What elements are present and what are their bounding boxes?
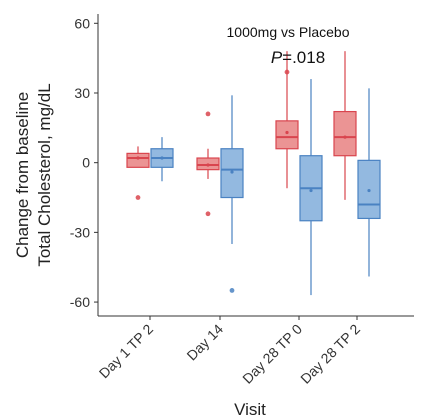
y-tick-label: -30 bbox=[70, 224, 90, 240]
y-tick-label: 0 bbox=[82, 155, 90, 171]
box-group bbox=[333, 51, 357, 200]
box-group bbox=[220, 95, 244, 293]
comparison-label: 1000mg vs Placebo bbox=[227, 24, 350, 40]
x-tick-label: Day 1 TP 2 bbox=[96, 321, 157, 382]
p-value-number: =.018 bbox=[282, 48, 325, 67]
x-tick-label: Day 28 TP 2 bbox=[297, 321, 363, 387]
y-tick-label: -60 bbox=[70, 294, 90, 310]
mean-marker bbox=[309, 188, 313, 193]
mean-marker bbox=[160, 156, 164, 160]
y-axis-title: Change from baseline Total Cholesterol, … bbox=[2, 40, 66, 310]
mean-marker bbox=[230, 170, 234, 174]
y-axis-title-line-1: Change from baseline bbox=[13, 91, 32, 259]
y-tick-label: 60 bbox=[74, 15, 90, 31]
box-iqr bbox=[126, 152, 150, 168]
y-tick-label: 30 bbox=[74, 85, 90, 101]
mean-marker bbox=[285, 130, 289, 135]
mean-marker bbox=[136, 156, 140, 160]
p-value-prefix: P bbox=[271, 48, 283, 67]
box-group bbox=[357, 88, 381, 277]
outlier-point bbox=[205, 211, 211, 217]
boxes-layer bbox=[126, 51, 381, 296]
outlier-point bbox=[205, 111, 211, 117]
box-group bbox=[150, 137, 174, 182]
y-axis-title-line-2: Total Cholesterol, mg/dL bbox=[35, 83, 54, 267]
outlier-point bbox=[135, 195, 141, 200]
p-value-label: P=.018 bbox=[271, 48, 325, 67]
x-tick-label: Day 28 TP 0 bbox=[239, 321, 305, 387]
box-group bbox=[275, 51, 299, 189]
mean-marker bbox=[367, 188, 371, 193]
box-iqr bbox=[275, 120, 299, 150]
plot-frame bbox=[97, 14, 414, 317]
box-group bbox=[299, 79, 323, 296]
x-tick-label: Day 14 bbox=[183, 321, 226, 364]
outlier-point bbox=[229, 288, 235, 293]
box-iqr bbox=[333, 110, 357, 157]
x-axis-title: Visit bbox=[234, 400, 266, 419]
box-group bbox=[196, 111, 220, 217]
box-group bbox=[126, 146, 150, 200]
outlier-point bbox=[284, 69, 290, 75]
mean-marker bbox=[206, 163, 210, 167]
mean-marker bbox=[343, 135, 347, 139]
